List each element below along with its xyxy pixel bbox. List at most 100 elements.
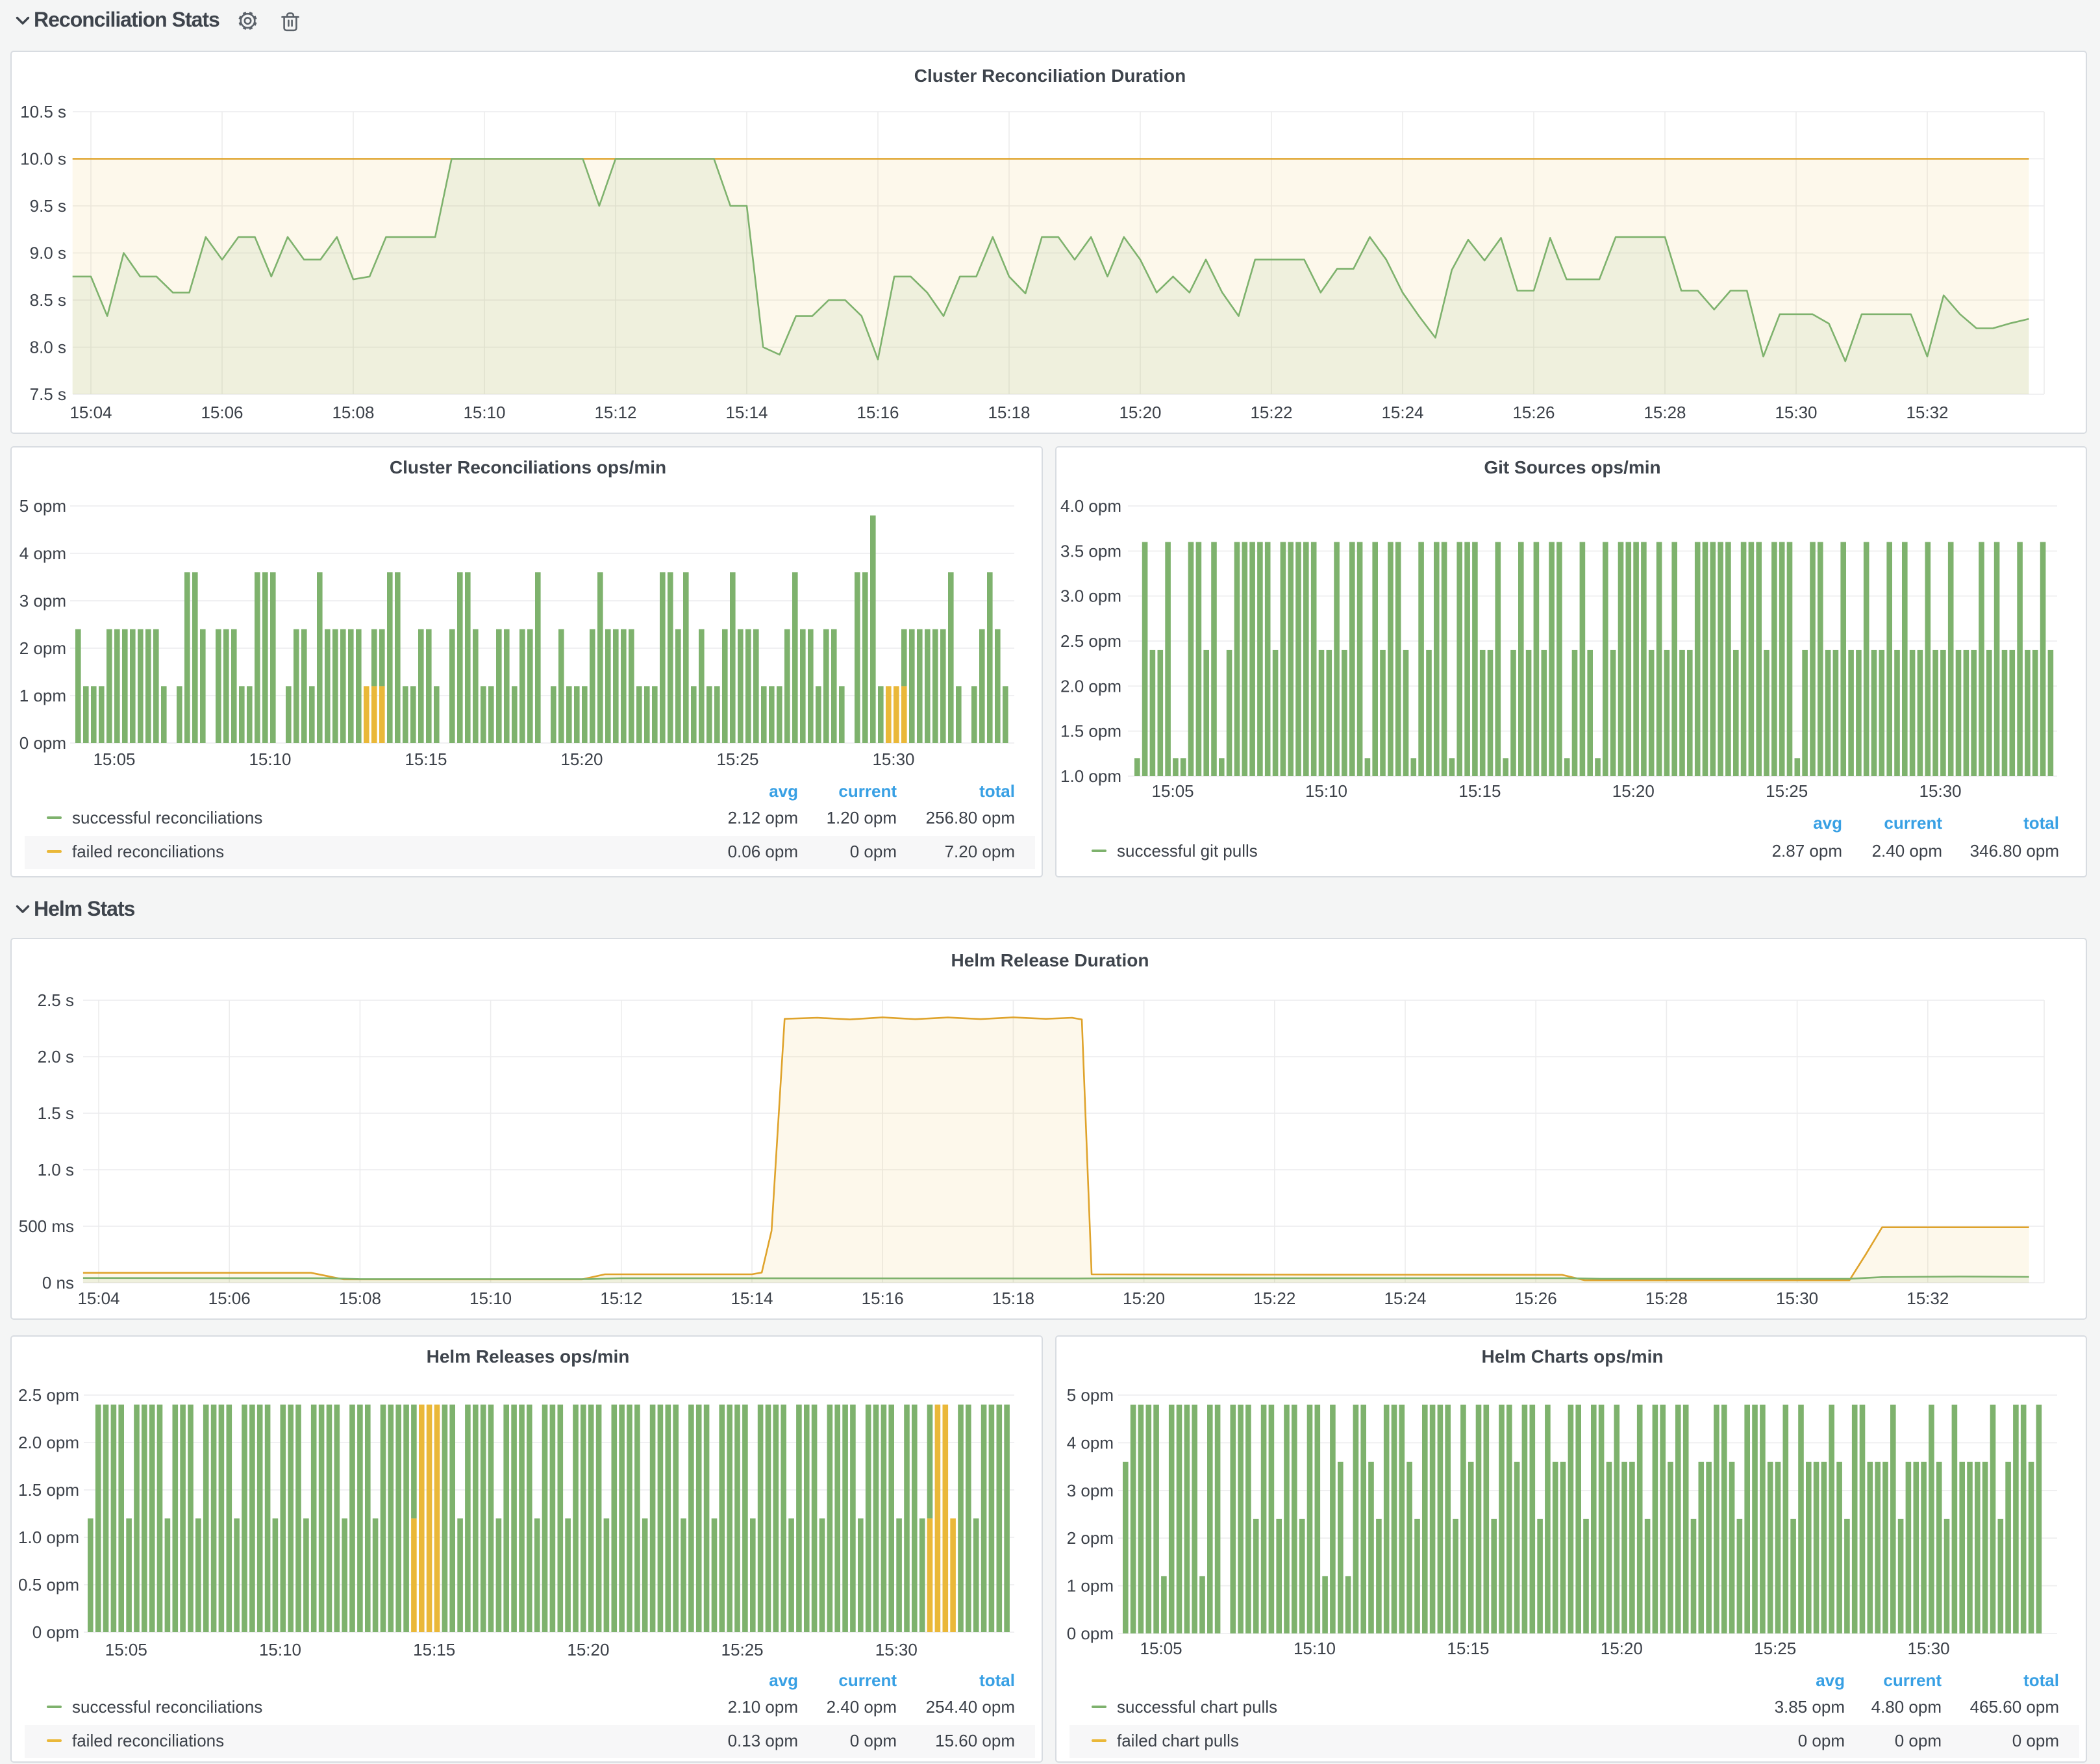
svg-text:5 opm: 5 opm: [1067, 1385, 1114, 1405]
svg-text:15:16: 15:16: [856, 403, 899, 422]
svg-text:2.0 s: 2.0 s: [38, 1047, 74, 1066]
svg-text:15:06: 15:06: [208, 1289, 251, 1308]
svg-text:15:26: 15:26: [1515, 1289, 1557, 1308]
svg-text:15:18: 15:18: [992, 1289, 1034, 1308]
svg-text:failed chart pulls: failed chart pulls: [1117, 1731, 1239, 1750]
svg-text:10.5 s: 10.5 s: [20, 102, 66, 121]
svg-text:7.5 s: 7.5 s: [30, 384, 66, 404]
svg-text:15:20: 15:20: [1123, 1289, 1165, 1308]
svg-text:avg: avg: [1813, 813, 1842, 833]
svg-text:2.5 opm: 2.5 opm: [18, 1385, 79, 1405]
svg-text:15:10: 15:10: [1305, 781, 1347, 801]
svg-text:current: current: [1883, 1670, 1942, 1690]
svg-text:465.60 opm: 465.60 opm: [1970, 1697, 2059, 1717]
svg-text:15:05: 15:05: [93, 750, 135, 769]
svg-text:1.5 opm: 1.5 opm: [1060, 722, 1121, 741]
svg-text:current: current: [1884, 813, 1942, 833]
svg-text:15.60 opm: 15.60 opm: [935, 1731, 1015, 1750]
svg-text:15:06: 15:06: [201, 403, 243, 422]
svg-text:2 opm: 2 opm: [1067, 1528, 1114, 1548]
svg-text:4 opm: 4 opm: [19, 544, 66, 563]
svg-text:346.80 opm: 346.80 opm: [1970, 841, 2059, 861]
svg-text:0.06 opm: 0.06 opm: [728, 842, 798, 861]
svg-text:8.0 s: 8.0 s: [30, 338, 66, 357]
svg-text:Reconciliation Stats: Reconciliation Stats: [34, 8, 219, 31]
svg-text:0 opm: 0 opm: [1067, 1624, 1114, 1643]
svg-text:254.40 opm: 254.40 opm: [926, 1697, 1015, 1717]
svg-text:15:25: 15:25: [1754, 1639, 1796, 1658]
svg-text:15:30: 15:30: [1908, 1639, 1950, 1658]
svg-text:15:25: 15:25: [1766, 781, 1808, 801]
svg-text:0 opm: 0 opm: [850, 842, 897, 861]
svg-text:3 opm: 3 opm: [19, 591, 66, 611]
svg-text:successful git pulls: successful git pulls: [1117, 841, 1258, 861]
svg-text:15:20: 15:20: [1119, 403, 1161, 422]
svg-text:3.5 opm: 3.5 opm: [1060, 541, 1121, 561]
svg-text:0 opm: 0 opm: [850, 1731, 897, 1750]
svg-text:15:10: 15:10: [1294, 1639, 1336, 1658]
svg-text:2.0 opm: 2.0 opm: [1060, 676, 1121, 696]
svg-text:15:12: 15:12: [600, 1289, 642, 1308]
svg-text:2.40 opm: 2.40 opm: [827, 1697, 897, 1717]
svg-text:successful reconciliations: successful reconciliations: [72, 808, 262, 827]
svg-text:256.80 opm: 256.80 opm: [926, 808, 1015, 827]
svg-text:15:05: 15:05: [105, 1640, 147, 1659]
svg-text:5 opm: 5 opm: [19, 496, 66, 516]
svg-text:0.13 opm: 0.13 opm: [728, 1731, 798, 1750]
svg-text:1.0 opm: 1.0 opm: [1060, 766, 1121, 786]
svg-text:15:28: 15:28: [1644, 403, 1686, 422]
svg-text:Helm Releases ops/min: Helm Releases ops/min: [427, 1346, 630, 1367]
svg-text:Helm Stats: Helm Stats: [34, 897, 135, 920]
svg-text:3 opm: 3 opm: [1067, 1481, 1114, 1500]
svg-text:1 opm: 1 opm: [1067, 1576, 1114, 1596]
svg-text:15:32: 15:32: [1906, 1289, 1949, 1308]
svg-text:15:05: 15:05: [1140, 1639, 1182, 1658]
svg-text:7.20 opm: 7.20 opm: [945, 842, 1015, 861]
svg-text:3.85 opm: 3.85 opm: [1775, 1697, 1845, 1717]
svg-text:Helm Release Duration: Helm Release Duration: [951, 950, 1149, 970]
svg-text:15:14: 15:14: [731, 1289, 773, 1308]
svg-text:10.0 s: 10.0 s: [20, 149, 66, 169]
svg-text:500 ms: 500 ms: [19, 1216, 74, 1236]
svg-text:15:10: 15:10: [249, 750, 291, 769]
svg-text:15:15: 15:15: [1447, 1639, 1489, 1658]
svg-text:15:20: 15:20: [567, 1640, 609, 1659]
svg-text:2.0 opm: 2.0 opm: [18, 1433, 79, 1452]
svg-text:2.5 s: 2.5 s: [38, 990, 74, 1010]
svg-text:successful chart pulls: successful chart pulls: [1117, 1697, 1277, 1717]
svg-text:15:04: 15:04: [69, 403, 112, 422]
svg-text:15:04: 15:04: [77, 1289, 119, 1308]
svg-text:15:16: 15:16: [862, 1289, 904, 1308]
svg-text:15:32: 15:32: [1906, 403, 1948, 422]
svg-text:total: total: [979, 1670, 1015, 1690]
svg-text:15:08: 15:08: [332, 403, 374, 422]
svg-text:15:26: 15:26: [1512, 403, 1555, 422]
svg-text:1.20 opm: 1.20 opm: [827, 808, 897, 827]
svg-text:1.5 opm: 1.5 opm: [18, 1480, 79, 1500]
svg-text:Helm Charts ops/min: Helm Charts ops/min: [1481, 1346, 1663, 1367]
svg-text:15:30: 15:30: [1775, 403, 1817, 422]
svg-text:Cluster Reconciliation Duratio: Cluster Reconciliation Duration: [914, 66, 1186, 86]
svg-text:avg: avg: [1816, 1670, 1845, 1690]
svg-text:15:25: 15:25: [721, 1640, 764, 1659]
svg-text:failed reconciliations: failed reconciliations: [72, 842, 224, 861]
svg-text:3.0 opm: 3.0 opm: [1060, 586, 1121, 606]
svg-text:15:15: 15:15: [413, 1640, 455, 1659]
svg-text:15:14: 15:14: [725, 403, 768, 422]
svg-text:0 opm: 0 opm: [19, 733, 66, 753]
svg-text:0 opm: 0 opm: [2012, 1731, 2059, 1750]
svg-text:15:30: 15:30: [872, 750, 914, 769]
svg-text:1.0 s: 1.0 s: [38, 1160, 74, 1179]
svg-text:2.40 opm: 2.40 opm: [1872, 841, 1942, 861]
svg-text:15:10: 15:10: [259, 1640, 301, 1659]
svg-text:total: total: [2023, 813, 2059, 833]
svg-text:successful reconciliations: successful reconciliations: [72, 1697, 262, 1717]
svg-text:15:25: 15:25: [716, 750, 758, 769]
svg-text:15:30: 15:30: [1776, 1289, 1818, 1308]
svg-text:2.5 opm: 2.5 opm: [1060, 631, 1121, 651]
svg-text:0 opm: 0 opm: [32, 1622, 79, 1642]
svg-text:15:24: 15:24: [1381, 403, 1423, 422]
svg-text:15:05: 15:05: [1152, 781, 1194, 801]
svg-text:1.5 s: 1.5 s: [38, 1103, 74, 1123]
svg-text:15:15: 15:15: [1458, 781, 1501, 801]
